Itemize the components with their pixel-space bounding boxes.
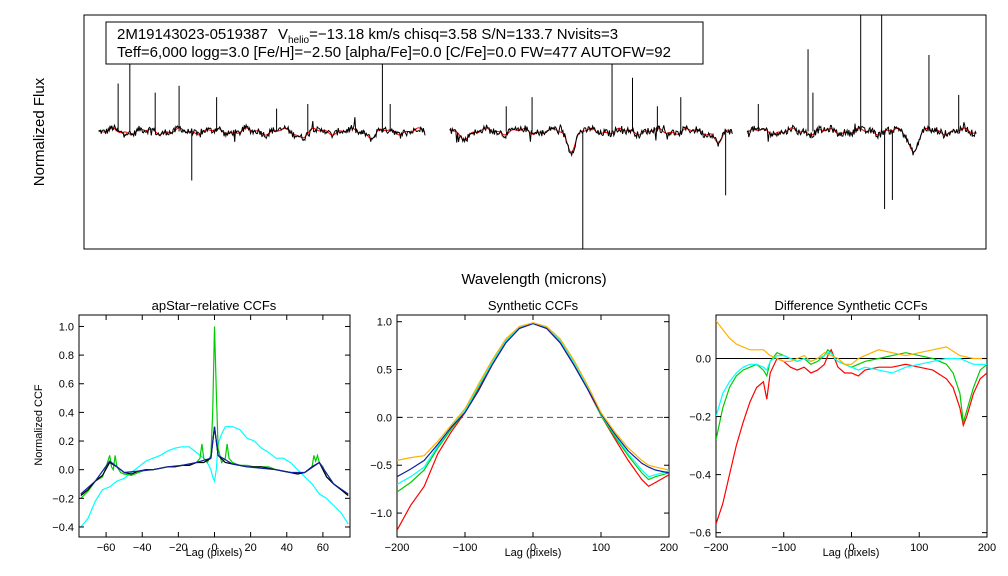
ccf3-series-green xyxy=(716,348,987,440)
ccf3-xtick-label: 100 xyxy=(910,542,928,554)
ccf3-axes: −200 −100 0 100 200 −0.6 −0.4 −0.2 0.0 xyxy=(689,315,996,554)
ccf3-xtick-label: 0 xyxy=(848,542,854,554)
ccf2-xtick-label: 200 xyxy=(660,542,678,554)
info-line-2: Teff=6,000 logg=3.0 [Fe/H]=−2.50 [alpha/… xyxy=(117,44,671,61)
ccf2-xtick-label: −100 xyxy=(453,542,478,554)
ccf1-ylabel: Normalized CCF xyxy=(33,384,45,466)
spectrum-plot-area xyxy=(98,15,977,249)
ccf3-xtick-label: −100 xyxy=(771,542,796,554)
ccf1-xtick-label: −20 xyxy=(169,542,188,554)
ccf2-axes: −200 −100 0 100 200 −1.0 −0.5 0.0 0.5 1.0 xyxy=(370,315,678,554)
info-line-1: 2M19143023-0519387 Vhelio=−13.18 km/s chi… xyxy=(117,26,618,46)
spectrum-xlabel: Wavelength (microns) xyxy=(461,271,606,288)
ccf3-ytick-label: −0.4 xyxy=(689,470,711,482)
ccf2-xtick-label: 100 xyxy=(592,542,610,554)
ccf3-series-red xyxy=(716,348,987,525)
ccf2-ytick-label: 0.5 xyxy=(377,365,392,377)
ccf1-xtick-label: 20 xyxy=(245,542,257,554)
ccf2-plot-area xyxy=(397,322,669,531)
ccf1-series-blue xyxy=(80,426,349,495)
ccf3-ytick-label: −0.2 xyxy=(689,412,711,424)
info-line-1-rest: =−13.18 km/s chisq=3.58 S/N=133.7 Nvisit… xyxy=(309,26,618,43)
ccf1-ytick-label: −0.4 xyxy=(52,522,74,534)
ccf3-xtick-label: 200 xyxy=(978,542,996,554)
star-id: 2M19143023-0519387 xyxy=(117,26,268,43)
spectrum-model-chip-3 xyxy=(746,127,977,153)
ccf1-ytick-label: −0.2 xyxy=(52,493,74,505)
spectrum-observed-chip-1 xyxy=(98,117,426,142)
spectrum-observed-chip-2 xyxy=(449,123,733,158)
spectrum-observed-chip-3 xyxy=(746,122,977,156)
ccf1-ytick-label: 0.2 xyxy=(59,436,74,448)
ccf3-series-cyan xyxy=(716,352,987,417)
ccf1-ytick-label: 0.4 xyxy=(59,407,74,419)
ccf1-xtick-label: −40 xyxy=(133,542,152,554)
ccf1-series-black xyxy=(80,426,349,496)
ccf3-ytick-label: −0.6 xyxy=(689,528,711,540)
ccf1-xtick-label: 60 xyxy=(317,542,329,554)
v-helio-subscript: helio xyxy=(288,35,310,46)
ccf1-series-cyan xyxy=(80,426,349,528)
ccf2-series-green xyxy=(397,322,669,493)
spectrum-ylabel: Normalized Flux xyxy=(31,77,48,186)
info-box xyxy=(105,21,704,65)
ccf3-xlabel: Lag (pixels) xyxy=(823,547,880,559)
ccf1-ytick-label: 0.6 xyxy=(59,379,74,391)
ccf2-frame xyxy=(396,314,670,538)
ccf2-xtick-label: −200 xyxy=(385,542,410,554)
ccf1-panel: −60 −40 −20 0 20 40 60 −0.4 −0.2 0.0 0.2 0.4 0.6 0.8 1… xyxy=(33,298,351,559)
ccf3-frame xyxy=(715,314,988,538)
ccf1-title: apStar−relative CCFs xyxy=(152,298,277,313)
ccf2-xlabel: Lag (pixels) xyxy=(505,547,562,559)
ccf2-ytick-label: −1.0 xyxy=(370,508,392,520)
ccf1-xtick-label: −60 xyxy=(97,542,116,554)
ccf3-plot-area xyxy=(716,320,987,525)
ccf3-series-orange xyxy=(716,320,987,365)
ccf2-series-orange xyxy=(397,322,669,471)
ccf1-ytick-label: 0.8 xyxy=(59,350,74,362)
ccf3-panel: −200 −100 0 100 200 −0.6 −0.4 −0.2 0.0 Differenc… xyxy=(689,298,996,559)
ccf1-xtick-label: 40 xyxy=(281,542,293,554)
spectrum-panel: Wavelength (microns) Normalized Flux 2M1… xyxy=(31,14,987,288)
ccf2-xtick-label: 0 xyxy=(530,542,536,554)
v-helio-label: V xyxy=(278,26,288,43)
ccf2-title: Synthetic CCFs xyxy=(488,298,579,313)
ccf3-xtick-label: −200 xyxy=(704,542,729,554)
ccf1-xlabel: Lag (pixels) xyxy=(186,547,243,559)
ccf1-ytick-label: 1.0 xyxy=(59,321,74,333)
ccf1-xtick-label: 0 xyxy=(211,542,217,554)
ccf2-ytick-label: −0.5 xyxy=(370,460,392,472)
ccf2-panel: −200 −100 0 100 200 −1.0 −0.5 0.0 0.5 1.0 Synthet… xyxy=(370,298,678,559)
ccf2-series-red xyxy=(397,322,669,531)
ccf1-ytick-label: 0.0 xyxy=(59,465,74,477)
ccf2-ytick-label: 1.0 xyxy=(377,317,392,329)
ccf2-series-blue xyxy=(397,322,669,478)
spectrum-frame xyxy=(83,14,987,250)
ccf3-title: Difference Synthetic CCFs xyxy=(775,298,928,313)
ccf1-axes: −60 −40 −20 0 20 40 60 −0.4 −0.2 0.0 0.2 0.4 0.6 0.8 1… xyxy=(52,315,350,554)
ccf2-ytick-label: 0.0 xyxy=(377,412,392,424)
ccf1-series-green xyxy=(80,326,349,499)
ccf1-plot-area xyxy=(80,326,349,528)
ccf3-ytick-label: 0.0 xyxy=(696,354,711,366)
